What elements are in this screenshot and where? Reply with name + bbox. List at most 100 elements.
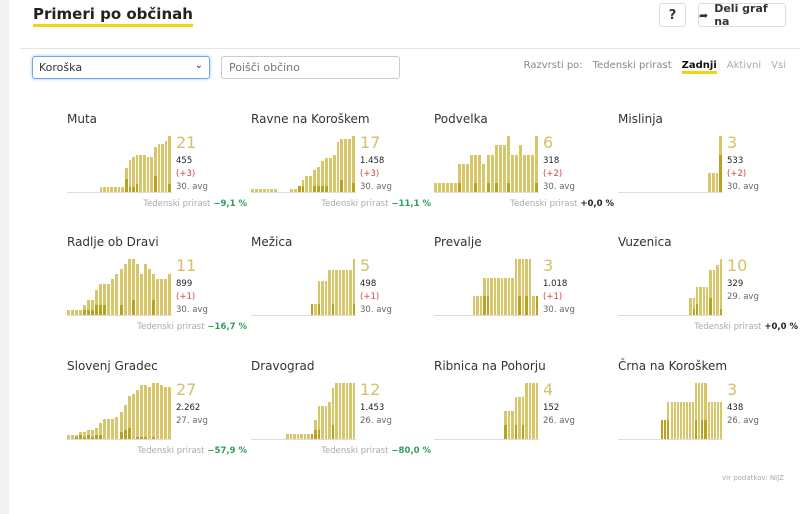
bar [470,154,474,192]
bar-new [704,420,707,439]
municipality-name: Muta [67,112,98,126]
bar-new [119,304,123,315]
bar [331,387,334,439]
bar [127,396,131,439]
average-label: 30. avg [543,182,575,192]
municipality-card[interactable]: Podvelka 6 318 (+2) 30. avg Tedenski pri… [434,112,614,227]
growth-value: −11,1 % [391,199,431,209]
bar [673,401,676,439]
bar [490,154,494,192]
bar-new [127,427,131,439]
bar [342,383,345,439]
last-value: 6 [543,133,554,152]
bar-new [103,304,107,315]
municipality-name: Mislinja [618,112,663,126]
bar-new [314,429,317,439]
bar-new [534,182,538,192]
bar [115,416,119,439]
municipality-card[interactable]: Vuzenica 10 329 29. avg Tedenski prirast… [618,235,798,350]
bar [482,164,486,192]
sparkline-chart [434,257,539,316]
municipality-card[interactable]: Prevalje 3 1.018 (+1) 30. avg [434,235,614,350]
bar [163,279,167,315]
bar [168,136,171,192]
bar [266,188,270,192]
sort-vsi[interactable]: Vsi [771,60,786,71]
bar [103,284,107,315]
bar [328,157,332,192]
bar [67,434,71,439]
bar [689,298,692,315]
bar [161,144,164,192]
share-button[interactable]: ➦ Deli graf na [698,2,786,28]
bar [483,277,486,315]
bar [131,259,135,315]
average-label: 30. avg [176,305,208,315]
bar-new [135,436,139,439]
bar [95,289,99,315]
change-value: (+2) [727,169,747,179]
bar [293,434,296,439]
search-input[interactable] [221,56,400,79]
bar [507,411,510,439]
region-value: Koroška [39,61,83,74]
bar [532,296,535,315]
municipality-card[interactable]: Dravograd 12 1.453 26. avg Tedenski prir… [251,359,431,474]
bar-new [79,434,83,439]
municipality-card[interactable]: Mežica 5 498 (+1) 30. avg [251,235,431,350]
bar [135,154,139,192]
municipality-name: Ravne na Koroškem [251,112,370,126]
last-value: 21 [176,133,197,152]
municipality-card[interactable]: Ribnica na Pohorju 4 152 26. avg [434,359,614,474]
sort-aktivni[interactable]: Aktivni [726,60,762,71]
share-label: Deli graf na [714,2,768,28]
bar [270,188,274,192]
bar [128,160,132,192]
bar [95,427,99,439]
bar [321,160,324,192]
total-value: 498 [360,279,377,289]
bar [99,186,103,192]
municipality-card[interactable]: Slovenj Gradec 27 2.262 27. avg Tedenski… [67,359,247,474]
bar [146,157,150,192]
growth-label: Tedenski prirast [137,322,205,332]
help-button[interactable]: ? [659,3,686,27]
bar [518,259,521,315]
weekly-growth: Tedenski prirast −16,7 % [137,322,247,332]
bar [521,397,524,439]
municipality-card[interactable]: Črna na Koroškem 3 438 26. avg [618,359,798,474]
sort-tedenski-prirast[interactable]: Tedenski prirast [592,60,672,71]
bar-new [123,430,127,439]
bar [698,383,701,439]
sparkline-chart [67,381,172,440]
bar [153,146,157,192]
municipality-card[interactable]: Radlje ob Dravi 11 899 (+1) 30. avg Tede… [67,235,247,350]
sort-zadnji[interactable]: Zadnji [681,60,717,74]
growth-value: −80,0 % [391,446,431,456]
bar-new [87,434,91,439]
bar-new [486,182,490,192]
growth-value: +0,0 % [764,322,798,332]
weekly-growth: Tedenski prirast +0,0 % [694,322,798,332]
divider [20,48,800,49]
sparkline-chart [618,381,723,440]
region-select[interactable]: Koroška ⌄ [32,56,210,79]
bar [349,383,352,439]
bar [507,277,510,315]
bar-new [95,304,99,315]
bar [67,309,71,315]
bar [685,401,689,439]
bar [143,264,147,315]
bar [321,281,324,315]
bar [103,418,107,439]
last-value: 12 [360,380,381,399]
municipality-card[interactable]: Ravne na Koroškem 17 1.458 (+3) 30. avg … [251,112,431,227]
bar [99,284,103,315]
bar-new [667,420,670,439]
average-label: 30. avg [360,305,392,315]
municipality-card[interactable]: Mislinja 3 533 (+2) 30. avg [618,112,798,227]
bar [434,182,438,192]
bar [506,136,510,192]
municipality-card[interactable]: Muta 21 455 (+3) 30. avg Tedenski priras… [67,112,247,227]
bar [87,430,91,439]
